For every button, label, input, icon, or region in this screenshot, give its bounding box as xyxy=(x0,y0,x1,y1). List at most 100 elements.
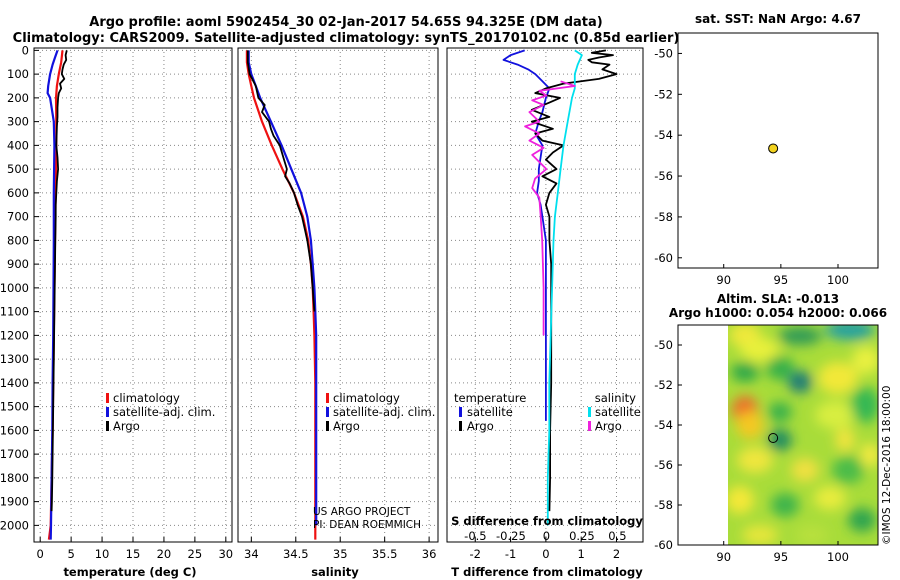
x-tick-label: -2 xyxy=(470,547,481,561)
x-tick-label: 35.5 xyxy=(372,547,398,561)
x-tick-label: 0 xyxy=(37,547,44,561)
sst-map-axes: 90 95 100 -50 -52 -54 -56 -58 -60 xyxy=(654,46,849,287)
legend-temperature-heading: temperature xyxy=(454,391,526,405)
salinity-frame xyxy=(237,47,439,543)
figure-title-line1: Argo profile: aoml 5902454_30 02-Jan-201… xyxy=(89,15,602,30)
map-y-tick-label: -50 xyxy=(654,338,673,352)
legend-climatology: climatology xyxy=(333,391,400,405)
sla-date-label: ©IMOS 12-Dec-2016 18:00:00 xyxy=(881,386,893,545)
depth-tick-label: 2000 xyxy=(0,518,29,532)
legend-swatch-t-argo xyxy=(459,421,462,431)
x-tick-label: -1 xyxy=(505,547,516,561)
s-tick-label: 0 xyxy=(543,529,550,543)
x-tick-label: 0 xyxy=(542,547,549,561)
salinity-x-axis: 34 34.5 35 35.5 36 xyxy=(244,537,436,561)
series-argo xyxy=(246,50,316,312)
sdiff-label: S difference from climatology xyxy=(451,514,643,528)
credit-pi: PI: DEAN ROEMMICH xyxy=(313,519,421,531)
legend-t-satellite: satellite xyxy=(467,405,513,419)
map-y-tick-label: -56 xyxy=(654,169,673,183)
map-y-tick-label: -58 xyxy=(654,498,673,512)
x-tick-label: 1 xyxy=(578,547,585,561)
legend-salinity-heading: salinity xyxy=(595,391,636,405)
depth-tick-label: 1300 xyxy=(0,352,29,366)
difference-panel: -2 -1 0 1 2 -0.5 -0.25 0 0.25 0.5 S difference f… xyxy=(446,47,644,579)
sla-heatmap xyxy=(728,325,878,545)
depth-tick-label: 1700 xyxy=(0,447,29,461)
map-x-tick-label: 90 xyxy=(716,550,731,564)
tdiff-x-axis: -2 -1 0 1 2 xyxy=(470,537,620,561)
sla-map-axes: 90 95 100 -50 -52 -54 -56 -58 -60 xyxy=(654,338,849,564)
map-y-tick-label: -52 xyxy=(654,87,673,101)
sst-map-frame xyxy=(677,32,879,269)
map-y-tick-label: -60 xyxy=(654,538,673,552)
map-y-tick-label: -54 xyxy=(654,418,673,432)
x-tick-label: 20 xyxy=(157,547,172,561)
depth-tick-label: 400 xyxy=(7,138,29,152)
map-y-tick-label: -54 xyxy=(654,128,673,142)
depth-tick-label: 500 xyxy=(7,162,29,176)
sla-map-panel: Altim. SLA: -0.013 Argo h1000: 0.054 h20… xyxy=(654,292,893,564)
tdiff-xlabel: T difference from climatology xyxy=(451,565,643,579)
depth-tick-label: 1000 xyxy=(0,281,29,295)
legend-s-argo: Argo xyxy=(595,419,622,433)
map-y-tick-label: -52 xyxy=(654,378,673,392)
depth-tick-label: 700 xyxy=(7,210,29,224)
legend-swatch-climatology xyxy=(326,393,329,403)
temperature-xlabel: temperature (deg C) xyxy=(63,565,196,579)
depth-tick-label: 600 xyxy=(7,186,29,200)
difference-frame xyxy=(446,47,644,543)
depth-tick-label: 1600 xyxy=(0,423,29,437)
depth-tick-label: 1100 xyxy=(0,305,29,319)
x-tick-label: 34 xyxy=(244,547,259,561)
map-x-tick-label: 95 xyxy=(774,550,789,564)
x-tick-label: 5 xyxy=(67,547,74,561)
depth-tick-label: 1200 xyxy=(0,328,29,342)
depth-tick-label: 1800 xyxy=(0,471,29,485)
legend-climatology: climatology xyxy=(113,391,180,405)
map-y-tick-label: -60 xyxy=(654,251,673,265)
figure-title-line2: Climatology: CARS2009. Satellite-adjuste… xyxy=(13,31,680,46)
depth-tick-label: 800 xyxy=(7,233,29,247)
series-argo xyxy=(50,50,68,512)
legend-swatch-s-satellite xyxy=(588,407,591,417)
x-tick-label: 34.5 xyxy=(283,547,309,561)
s-tick-label: 0.5 xyxy=(608,529,626,543)
legend-swatch-argo xyxy=(326,421,329,431)
x-tick-label: 30 xyxy=(218,547,233,561)
map-y-tick-label: -50 xyxy=(654,46,673,60)
s-tick-label: -0.5 xyxy=(464,529,486,543)
x-tick-label: 2 xyxy=(613,547,620,561)
sdiff-x-axis: -0.5 -0.25 0 0.25 0.5 xyxy=(464,529,626,543)
s-tick-label: -0.25 xyxy=(496,529,526,543)
x-tick-label: 36 xyxy=(422,547,437,561)
sla-map-subtitle: Argo h1000: 0.054 h2000: 0.066 xyxy=(669,306,887,320)
depth-tick-label: 0 xyxy=(22,43,29,57)
series-t-satellite xyxy=(502,49,551,421)
argo-float-marker xyxy=(768,143,779,154)
depth-tick-label: 1400 xyxy=(0,376,29,390)
temperature-panel: 0100200300400500600700800900100011001200… xyxy=(0,43,233,579)
legend-swatch-t-satellite xyxy=(459,407,462,417)
sst-map-panel: sat. SST: NaN Argo: 4.67 90 95 100 -50 -52 -5… xyxy=(654,12,879,287)
legend-satellite: satellite-adj. clim. xyxy=(333,405,435,419)
credit-project: US ARGO PROJECT xyxy=(313,506,411,518)
depth-tick-label: 200 xyxy=(7,91,29,105)
legend-argo: Argo xyxy=(333,419,360,433)
temperature-x-axis: 0 5 10 15 20 25 30 xyxy=(37,537,233,561)
legend-t-argo: Argo xyxy=(467,419,494,433)
x-tick-label: 35 xyxy=(333,547,348,561)
legend-argo: Argo xyxy=(113,419,140,433)
legend-satellite: satellite-adj. clim. xyxy=(113,405,215,419)
legend-swatch-s-argo xyxy=(588,421,591,431)
salinity-panel: 34 34.5 35 35.5 36 salinity climatology sate… xyxy=(237,47,439,579)
depth-tick-label: 900 xyxy=(7,257,29,271)
series-s-satellite xyxy=(546,49,583,526)
salinity-xlabel: salinity xyxy=(311,565,359,579)
legend-s-satellite: satellite xyxy=(595,405,641,419)
depth-tick-label: 300 xyxy=(7,115,29,129)
sst-map-title: sat. SST: NaN Argo: 4.67 xyxy=(695,12,861,26)
legend-swatch-argo xyxy=(106,421,109,431)
x-tick-label: 25 xyxy=(188,547,203,561)
